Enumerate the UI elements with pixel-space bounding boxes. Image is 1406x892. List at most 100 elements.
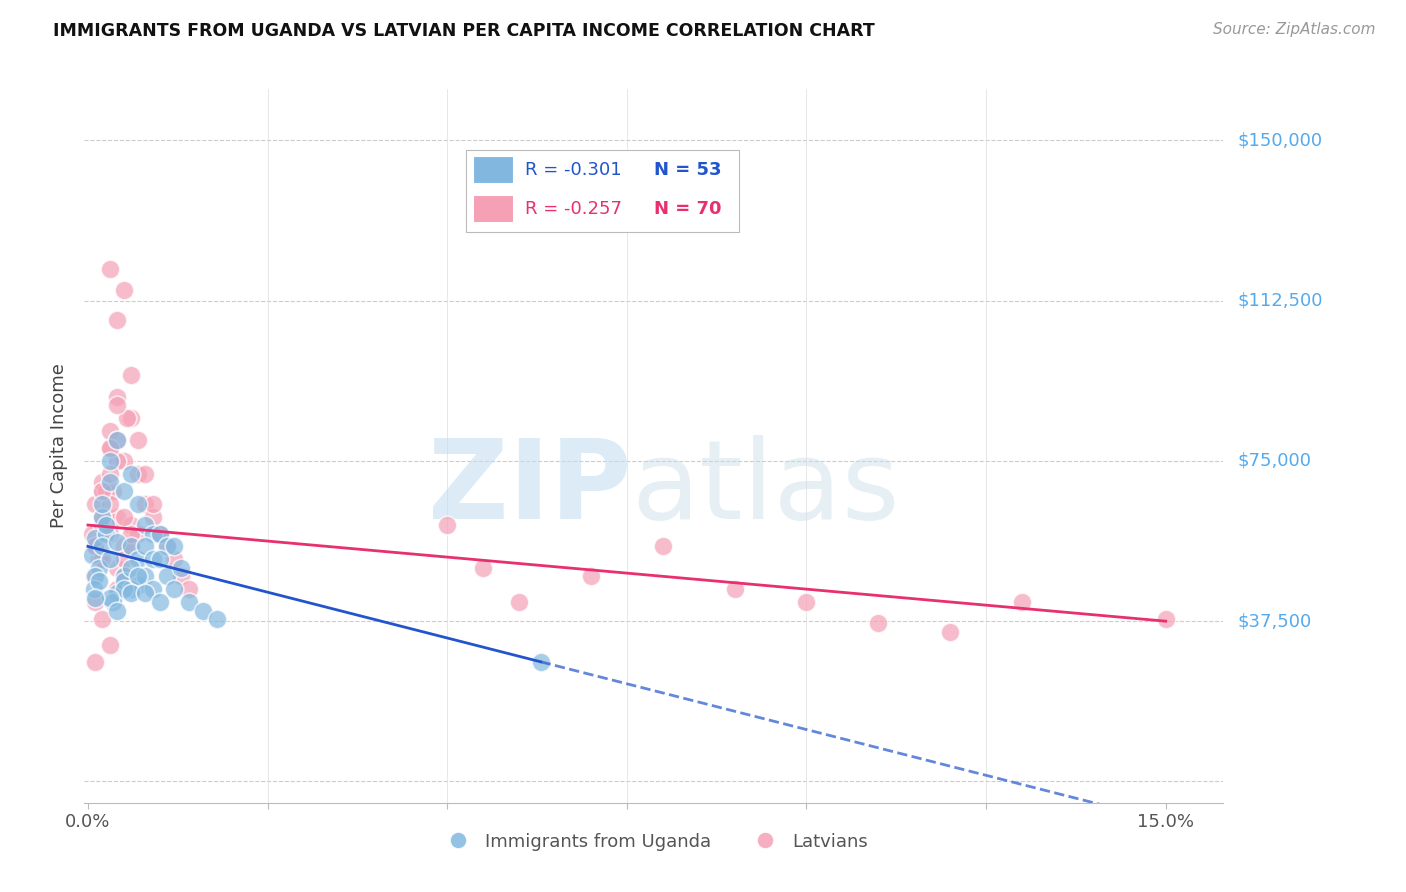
Point [120, 540, 142, 554]
Point [149, 552, 172, 566]
Point [105, 561, 128, 575]
Point [105, 390, 128, 404]
Point [472, 561, 495, 575]
Point [87, 574, 110, 588]
Point [207, 612, 229, 626]
Point [149, 526, 172, 541]
Point [127, 433, 149, 447]
Point [120, 411, 142, 425]
Point [939, 624, 962, 639]
Text: $150,000: $150,000 [1237, 131, 1322, 150]
Point [98, 467, 121, 481]
Point [91, 497, 114, 511]
Point [112, 574, 135, 588]
Point [98, 526, 121, 541]
Text: N = 70: N = 70 [654, 200, 721, 218]
Point [94, 518, 117, 533]
Point [142, 552, 165, 566]
Point [84, 595, 107, 609]
Point [127, 497, 149, 511]
Point [84, 531, 107, 545]
Point [98, 261, 121, 276]
Point [112, 509, 135, 524]
Point [120, 467, 142, 481]
Point [127, 526, 149, 541]
Point [112, 552, 135, 566]
Point [80, 526, 103, 541]
Point [156, 540, 179, 554]
Point [98, 441, 121, 455]
Point [84, 540, 107, 554]
Point [117, 411, 139, 425]
Point [142, 526, 165, 541]
Point [98, 424, 121, 438]
Point [83, 569, 105, 583]
Point [120, 368, 142, 383]
Point [80, 548, 103, 562]
Point [142, 497, 165, 511]
Point [105, 603, 128, 617]
Point [91, 509, 114, 524]
Point [91, 483, 114, 498]
Point [127, 569, 149, 583]
Text: $112,500: $112,500 [1237, 292, 1323, 310]
Point [112, 283, 135, 297]
Point [149, 526, 172, 541]
Point [436, 518, 458, 533]
Point [105, 313, 128, 327]
Point [91, 509, 114, 524]
Text: $37,500: $37,500 [1237, 612, 1312, 630]
Point [101, 595, 124, 609]
Point [94, 509, 117, 524]
Point [105, 433, 128, 447]
Point [98, 441, 121, 455]
Text: Source: ZipAtlas.com: Source: ZipAtlas.com [1212, 22, 1375, 37]
Point [1011, 595, 1033, 609]
Point [91, 540, 114, 554]
Point [112, 454, 135, 468]
Point [170, 569, 193, 583]
Point [91, 483, 114, 498]
Point [170, 561, 193, 575]
Point [87, 561, 110, 575]
Point [120, 526, 142, 541]
Point [191, 603, 214, 617]
Point [149, 595, 172, 609]
Point [112, 582, 135, 596]
Point [105, 535, 128, 549]
Point [134, 518, 156, 533]
FancyBboxPatch shape [472, 194, 513, 223]
Point [127, 578, 149, 592]
Y-axis label: Per Capita Income: Per Capita Income [51, 364, 69, 528]
Text: ZIP: ZIP [427, 435, 631, 542]
Point [796, 595, 818, 609]
Point [91, 612, 114, 626]
Point [134, 540, 156, 554]
Point [651, 540, 673, 554]
Point [112, 569, 135, 583]
Point [134, 467, 156, 481]
Point [723, 582, 745, 596]
Point [105, 454, 128, 468]
Point [156, 540, 179, 554]
Point [83, 582, 105, 596]
Point [105, 586, 128, 600]
Point [98, 591, 121, 605]
Point [120, 586, 142, 600]
Point [94, 526, 117, 541]
Point [120, 518, 142, 533]
Point [105, 582, 128, 596]
Point [112, 569, 135, 583]
Point [1154, 612, 1177, 626]
Point [142, 509, 165, 524]
Text: atlas: atlas [631, 435, 900, 542]
Point [87, 552, 110, 566]
Point [163, 540, 186, 554]
FancyBboxPatch shape [472, 155, 513, 184]
Point [101, 483, 124, 498]
Point [87, 552, 110, 566]
Point [112, 540, 135, 554]
Point [98, 552, 121, 566]
Point [91, 518, 114, 533]
Point [508, 595, 530, 609]
